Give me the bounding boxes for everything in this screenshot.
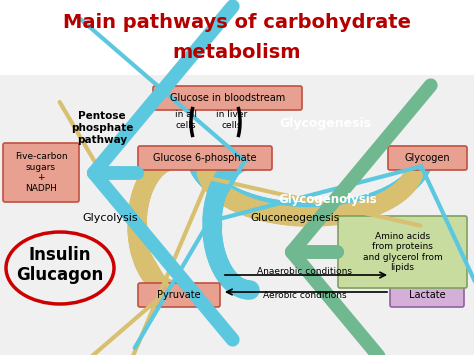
Text: Glycogenolysis: Glycogenolysis bbox=[279, 193, 377, 207]
FancyBboxPatch shape bbox=[338, 216, 467, 288]
Text: Pentose
phosphate
pathway: Pentose phosphate pathway bbox=[71, 111, 133, 144]
FancyBboxPatch shape bbox=[138, 283, 220, 307]
Text: Gluconeogenesis: Gluconeogenesis bbox=[250, 213, 340, 223]
Text: Pyruvate: Pyruvate bbox=[157, 290, 201, 300]
Text: metabolism: metabolism bbox=[173, 43, 301, 61]
Text: Glucose in bloodstream: Glucose in bloodstream bbox=[170, 93, 285, 103]
FancyBboxPatch shape bbox=[3, 143, 79, 202]
Text: Glucose 6-phosphate: Glucose 6-phosphate bbox=[153, 153, 257, 163]
Text: Lactate: Lactate bbox=[409, 290, 445, 300]
Text: Insulin
Glucagon: Insulin Glucagon bbox=[17, 246, 104, 284]
Text: in all
cells: in all cells bbox=[175, 110, 197, 130]
Text: Amino acids
from proteins
and glycerol from
lipids: Amino acids from proteins and glycerol f… bbox=[363, 232, 442, 272]
Text: Glycogen: Glycogen bbox=[405, 153, 450, 163]
Text: in liver
cells: in liver cells bbox=[216, 110, 247, 130]
FancyBboxPatch shape bbox=[0, 75, 474, 355]
Text: Glycolysis: Glycolysis bbox=[82, 213, 138, 223]
Text: Main pathways of carbohydrate: Main pathways of carbohydrate bbox=[63, 12, 411, 32]
FancyBboxPatch shape bbox=[138, 146, 272, 170]
FancyBboxPatch shape bbox=[390, 283, 464, 307]
Text: Aerobic conditions: Aerobic conditions bbox=[263, 290, 347, 300]
FancyBboxPatch shape bbox=[388, 146, 467, 170]
FancyBboxPatch shape bbox=[153, 86, 302, 110]
FancyBboxPatch shape bbox=[0, 0, 474, 75]
Text: Glycogenesis: Glycogenesis bbox=[279, 118, 371, 131]
Text: Anaerobic conditions: Anaerobic conditions bbox=[257, 268, 353, 277]
Text: Five-carbon
sugars
+
NADPH: Five-carbon sugars + NADPH bbox=[15, 152, 67, 193]
